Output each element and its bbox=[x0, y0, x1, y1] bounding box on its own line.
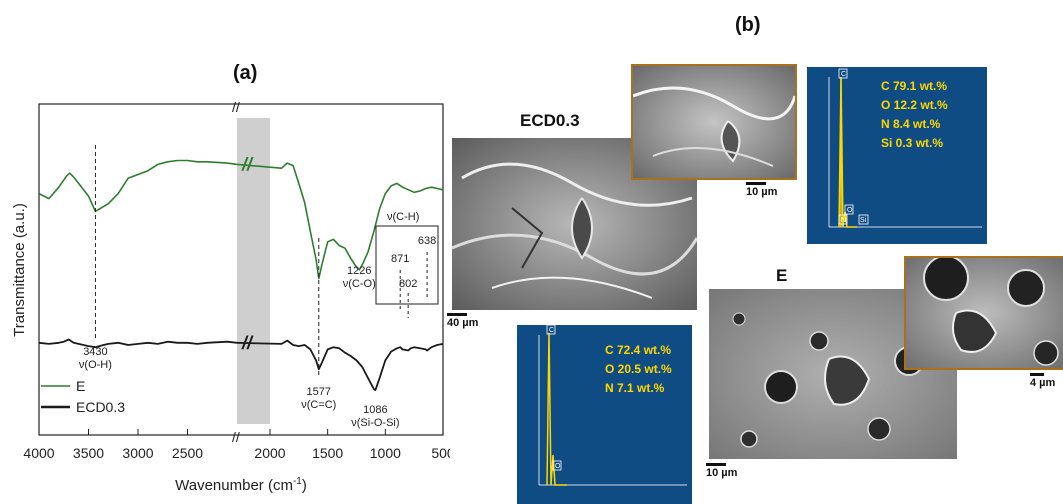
x-tick-label: 3000 bbox=[122, 445, 153, 461]
series-break-marker: // bbox=[241, 154, 254, 174]
x-tick-label: 1000 bbox=[370, 445, 401, 461]
edx-peak-si-ecd03: Si bbox=[860, 217, 867, 224]
scale-text-e-main: 10 µm bbox=[706, 467, 738, 479]
edx-line: Si 0.3 wt.% bbox=[881, 136, 944, 150]
edx-line: C 79.1 wt.% bbox=[881, 79, 948, 93]
series-ecd03-line-left bbox=[38, 338, 238, 349]
y-axis-label: Transmittance (a.u.) bbox=[11, 203, 28, 337]
edx-peak-c-ecd03: C bbox=[841, 71, 846, 78]
scale-bar-ecd03-main: 40 µm bbox=[447, 313, 478, 329]
sample2-label: E bbox=[776, 266, 788, 285]
sem-inset-ecd03 bbox=[631, 64, 797, 180]
edx-plot-ecd03: C O N Si bbox=[828, 68, 982, 228]
peak-label: 1226 bbox=[347, 265, 371, 277]
sem-inset-texture-e bbox=[906, 258, 1063, 368]
edx-line: N 8.4 wt.% bbox=[881, 117, 941, 131]
scale-bar-e-inset: 4 µm bbox=[1030, 373, 1055, 389]
scale-text-ecd03-inset: 10 µm bbox=[746, 186, 778, 198]
x-tick-label: 2500 bbox=[172, 445, 203, 461]
x-tick-label: 500 bbox=[431, 445, 450, 461]
scale-text-e-inset: 4 µm bbox=[1030, 377, 1056, 389]
edx-line: O 12.2 wt.% bbox=[881, 98, 948, 112]
series-ecd03-line-right bbox=[236, 339, 444, 392]
scale-bar-ecd03-inset: 10 µm bbox=[746, 182, 777, 198]
peak-label: ν(C-O) bbox=[343, 278, 376, 290]
sem-inset-e bbox=[904, 256, 1063, 370]
edx-line: C 72.4 wt.% bbox=[605, 343, 672, 357]
edx-line: N 7.1 wt.% bbox=[605, 381, 665, 395]
edx-line: O 20.5 wt.% bbox=[605, 362, 672, 376]
x-tick-label: 3500 bbox=[73, 445, 104, 461]
x-tick-label: 1500 bbox=[312, 445, 343, 461]
axis-break-band bbox=[237, 118, 270, 424]
edx-plot-e: C O bbox=[538, 325, 687, 486]
legend: E ECD0.3 bbox=[41, 378, 125, 415]
sem-image-ecd03 bbox=[452, 138, 697, 310]
edx-peak-n-ecd03: N bbox=[841, 217, 846, 224]
legend-label-e: E bbox=[76, 378, 85, 394]
sem-inset-texture-ecd03 bbox=[633, 66, 795, 178]
edx-composition-ecd03: C 79.1 wt.% O 12.2 wt.% N 8.4 wt.% Si 0.… bbox=[881, 77, 948, 153]
edx-peak-o-e: O bbox=[555, 463, 561, 470]
series-e-line-left bbox=[38, 159, 238, 213]
peak-label: 1577 bbox=[307, 386, 331, 398]
x-tick-label: 4000 bbox=[23, 445, 54, 461]
series-lines: // // bbox=[38, 154, 444, 392]
plot-frame bbox=[38, 103, 444, 436]
series-break-marker: // bbox=[241, 333, 254, 353]
peak-label: ν(C=C) bbox=[301, 399, 336, 411]
edx-spectrum-ecd03: C O N Si C 79.1 wt.% O 12.2 wt.% N 8.4 w… bbox=[807, 67, 987, 244]
legend-label-ecd03: ECD0.3 bbox=[76, 399, 125, 415]
peak-label: 1086 bbox=[363, 404, 387, 416]
sample1-label: ECD0.3 bbox=[520, 111, 580, 130]
x-ticks: 4000 3500 3000 2500 2000 1500 1000 500 // // bbox=[23, 99, 450, 461]
ftir-chart: 4000350030002500200015001000500//// ////… bbox=[11, 99, 450, 494]
series-e-line-right bbox=[236, 162, 444, 280]
x-axis-label: Wavenumber (cm-1) bbox=[175, 476, 307, 494]
scale-bar-e-main: 10 µm bbox=[706, 463, 737, 479]
axis-break-marker: // bbox=[232, 99, 240, 115]
inset-peak-label: 638 bbox=[418, 235, 436, 247]
axis-break-marker: // bbox=[232, 429, 240, 445]
panel-b-label: (b) bbox=[735, 14, 761, 36]
peak-label: ν(O-H) bbox=[79, 359, 112, 371]
edx-composition-e: C 72.4 wt.% O 20.5 wt.% N 7.1 wt.% bbox=[605, 341, 672, 398]
x-tick-label: 2000 bbox=[254, 445, 285, 461]
panel-a-label: (a) bbox=[233, 62, 258, 84]
edx-spectrum-e: C O C 72.4 wt.% O 20.5 wt.% N 7.1 wt.% bbox=[517, 325, 692, 504]
edx-peak-o-ecd03: O bbox=[847, 207, 853, 214]
inset-peak-label: 871 bbox=[391, 253, 409, 265]
scale-text-ecd03-main: 40 µm bbox=[447, 317, 479, 329]
inset-box-title: ν(C-H) bbox=[387, 211, 419, 223]
peak-label: ν(Si-O-Si) bbox=[351, 417, 399, 429]
peak-label: 3430 bbox=[83, 346, 107, 358]
inset-peak-label: 802 bbox=[399, 278, 417, 290]
inset-box bbox=[375, 225, 439, 305]
edx-peak-c-e: C bbox=[549, 327, 554, 334]
